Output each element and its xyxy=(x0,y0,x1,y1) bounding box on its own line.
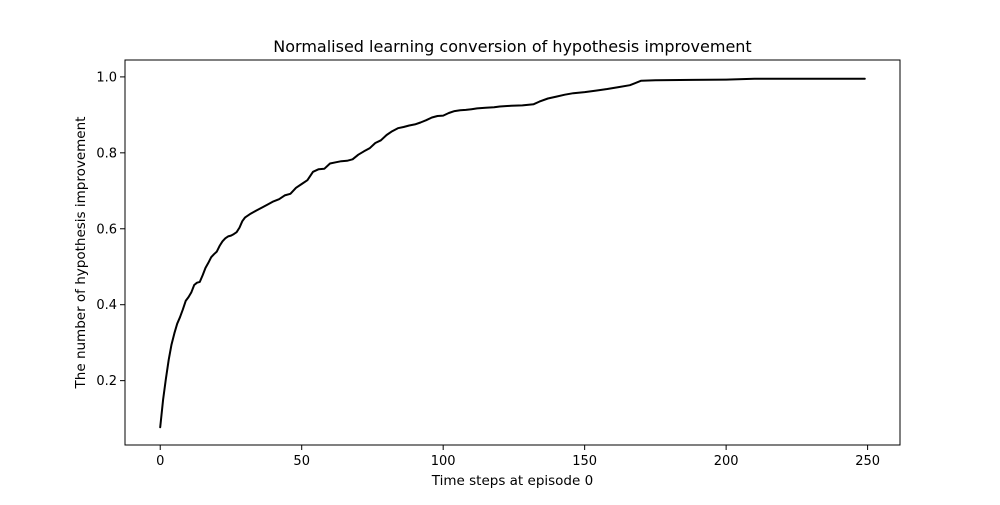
x-tick-label: 100 xyxy=(431,454,456,469)
y-tick-label: 0.6 xyxy=(96,222,117,237)
x-axis-label: Time steps at episode 0 xyxy=(431,473,593,489)
plot-area-frame xyxy=(124,59,901,446)
x-tick-label: 200 xyxy=(714,454,739,469)
series-line xyxy=(159,77,866,429)
y-tick-label: 0.4 xyxy=(96,298,117,313)
x-tick-label: 0 xyxy=(156,454,164,469)
x-tick-label: 150 xyxy=(572,454,597,469)
chart-title: Normalised learning conversion of hypoth… xyxy=(273,37,751,56)
x-tick-label: 250 xyxy=(855,454,880,469)
x-axis: 0 50 100 150 200 250 xyxy=(156,445,880,469)
y-tick-label: 0.8 xyxy=(96,146,117,161)
y-axis-label: The number of hypothesis improvement xyxy=(73,117,89,390)
y-tick-label: 1.0 xyxy=(96,70,117,85)
y-axis: 0.2 0.4 0.6 0.8 1.0 xyxy=(96,70,125,389)
x-tick-label: 50 xyxy=(293,454,310,469)
y-tick-label: 0.2 xyxy=(96,374,117,389)
